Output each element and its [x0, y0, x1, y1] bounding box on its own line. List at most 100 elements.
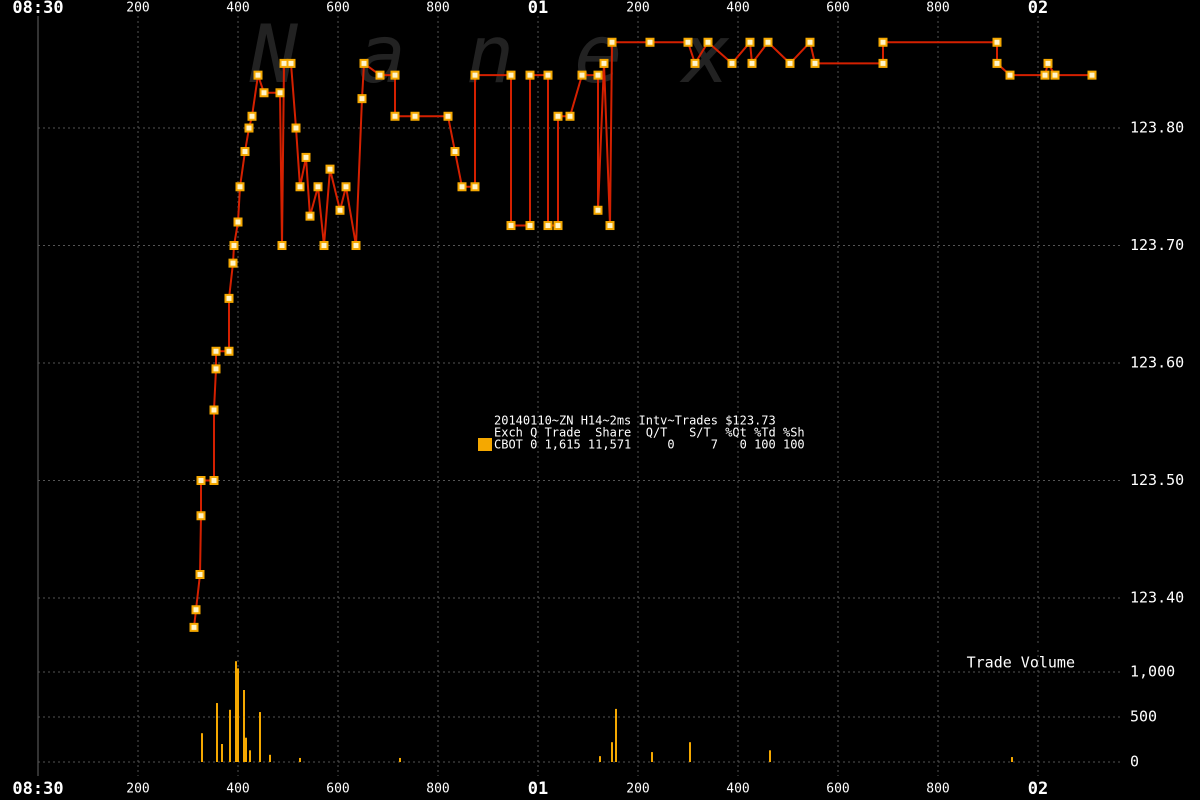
trade-marker [390, 111, 400, 121]
trade-marker [703, 37, 713, 47]
trade-marker [341, 182, 351, 192]
trade-marker [189, 622, 199, 632]
x-tick-label: 800 [926, 1, 949, 16]
volume-bar [259, 712, 261, 762]
trade-marker [565, 111, 575, 121]
y-tick-label: 123.40 [1130, 589, 1184, 607]
x-tick-label: 400 [226, 1, 249, 16]
trade-marker [1043, 58, 1053, 68]
y-tick-label: 123.70 [1130, 236, 1184, 254]
trade-marker [543, 221, 553, 231]
volume-bar [599, 756, 601, 762]
trade-marker [359, 58, 369, 68]
trade-marker [228, 258, 238, 268]
trade-marker [683, 37, 693, 47]
trade-marker [209, 476, 219, 486]
trade-marker [457, 182, 467, 192]
trade-marker [233, 217, 243, 227]
trade-marker [805, 37, 815, 47]
legend-title: 20140110~ZN H14~2ms Intv~Trades $123.73 [494, 414, 776, 428]
y-tick-label: 0 [1130, 753, 1139, 771]
trade-marker [470, 182, 480, 192]
trade-marker [1005, 70, 1015, 80]
x-tick-label: 02 [1028, 779, 1048, 799]
trade-marker [235, 182, 245, 192]
x-tick-label: 800 [426, 782, 449, 797]
volume-bar [399, 757, 401, 762]
trade-marker [410, 111, 420, 121]
volume-bar [611, 742, 613, 762]
trade-marker [878, 58, 888, 68]
trade-marker [209, 405, 219, 415]
trade-marker [196, 476, 206, 486]
trade-marker [196, 511, 206, 521]
x-tick-label: 200 [626, 782, 649, 797]
x-tick-label: 200 [626, 1, 649, 16]
trade-marker [305, 211, 315, 221]
volume-bar [245, 737, 247, 762]
trade-marker [785, 58, 795, 68]
trade-marker [224, 346, 234, 356]
trade-marker [607, 37, 617, 47]
trade-marker [319, 241, 329, 251]
trade-marker [1050, 70, 1060, 80]
x-tick-label: 08:30 [12, 779, 63, 799]
x-tick-label: 400 [726, 1, 749, 16]
x-tick-label: 600 [826, 782, 849, 797]
trade-marker [375, 70, 385, 80]
trade-marker [525, 221, 535, 231]
x-tick-label: 01 [528, 0, 548, 18]
volume-bar [201, 733, 203, 762]
y-tick-label: 500 [1130, 708, 1157, 726]
trade-marker [244, 123, 254, 133]
trade-marker [727, 58, 737, 68]
trade-marker [506, 221, 516, 231]
volume-bar [769, 750, 771, 762]
trade-marker [313, 182, 323, 192]
x-tick-label: 01 [528, 779, 548, 799]
volume-bar [249, 750, 251, 762]
trade-marker [747, 58, 757, 68]
trade-marker [525, 70, 535, 80]
trade-marker [577, 70, 587, 80]
trade-marker [992, 58, 1002, 68]
trade-marker [247, 111, 257, 121]
x-tick-label: 02 [1028, 0, 1048, 18]
x-tick-label: 400 [726, 782, 749, 797]
y-tick-label: 1,000 [1130, 663, 1175, 681]
trade-marker [450, 147, 460, 157]
trade-marker [745, 37, 755, 47]
volume-bar [235, 661, 237, 762]
x-tick-label: 800 [426, 1, 449, 16]
trade-marker [992, 37, 1002, 47]
trade-marker [763, 37, 773, 47]
volume-bar [269, 754, 271, 762]
trade-marker [605, 221, 615, 231]
legend-swatch [478, 438, 492, 451]
volume-bar [229, 709, 231, 762]
trade-marker [1040, 70, 1050, 80]
trade-marker [1087, 70, 1097, 80]
axis-label: Trade Volume [967, 654, 1075, 672]
trade-marker [191, 605, 201, 615]
trade-marker [259, 88, 269, 98]
legend-header: Exch Q Trade Share Q/T S/T %Qt %Td %Sh [494, 426, 805, 440]
trade-marker [275, 88, 285, 98]
trade-marker [279, 58, 289, 68]
volume-bar [221, 744, 223, 762]
trade-marker [253, 70, 263, 80]
volume-bar [216, 703, 218, 762]
volume-bar [243, 690, 245, 762]
x-tick-label: 200 [126, 1, 149, 16]
trade-marker [878, 37, 888, 47]
watermark: Nanex [249, 8, 791, 101]
trade-marker [645, 37, 655, 47]
trade-marker [301, 152, 311, 162]
trade-marker [553, 221, 563, 231]
volume-bar [299, 757, 301, 762]
trade-marker [351, 241, 361, 251]
trade-marker [224, 293, 234, 303]
trade-marker [599, 58, 609, 68]
